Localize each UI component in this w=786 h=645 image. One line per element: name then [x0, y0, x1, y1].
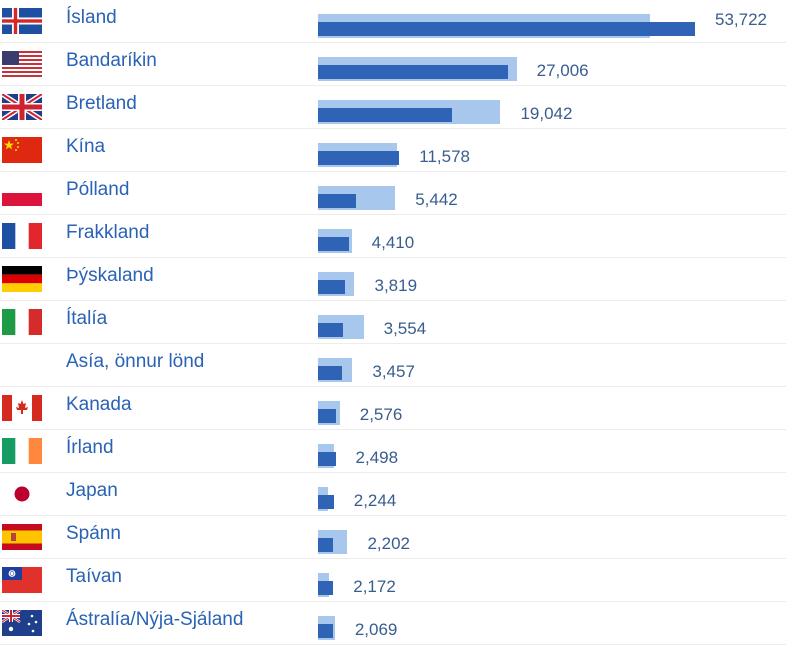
bar-current [318, 280, 345, 294]
bar-row: Þýskaland 3,819 [0, 258, 786, 301]
value-label: 53,722 [715, 10, 768, 29]
japan-flag-icon [2, 481, 42, 507]
category-label: Þýskaland [66, 265, 154, 286]
row-divider [0, 386, 786, 387]
bar-row: Pólland 5,442 [0, 172, 786, 215]
value-label: 2,202 [367, 534, 411, 553]
value-label: 2,244 [353, 491, 397, 510]
row-divider [0, 42, 786, 43]
bar-row: Írland 2,498 [0, 430, 786, 473]
row-divider [0, 601, 786, 602]
bar-row: Asía, önnur lönd 3,457 [0, 344, 786, 387]
italy-flag-icon [2, 309, 42, 335]
usa-flag-icon [2, 51, 42, 77]
canada-flag-icon [2, 395, 42, 421]
france-flag-icon [2, 223, 42, 249]
bar-row: Taívan 2,172 [0, 559, 786, 602]
row-divider [0, 214, 786, 215]
category-label: Ítalía [66, 308, 108, 329]
category-label: Kanada [66, 394, 132, 415]
bar-row: Kanada 2,576 [0, 387, 786, 430]
bar-row: Ástralía/Nýja-Sjáland 2,069 [0, 602, 786, 645]
value-label: 3,819 [374, 276, 418, 295]
bar-current [318, 495, 334, 509]
value-label: 2,069 [354, 620, 398, 639]
category-label: Ísland [66, 7, 117, 28]
row-divider [0, 85, 786, 86]
bar-current [318, 65, 508, 79]
bar-current [318, 452, 336, 466]
bar-current [318, 237, 349, 251]
value-label: 5,442 [415, 190, 458, 209]
bar-current [318, 624, 333, 638]
value-label: 19,042 [520, 104, 573, 123]
category-label: Spánn [66, 523, 121, 544]
germany-flag-icon [2, 266, 42, 292]
row-divider [0, 515, 786, 516]
bar-row: Spánn 2,202 [0, 516, 786, 559]
category-label: Kína [66, 136, 106, 157]
row-divider [0, 429, 786, 430]
bar-row: Bandaríkin 27,006 [0, 43, 786, 86]
bar-current [318, 194, 357, 208]
category-label: Japan [66, 480, 118, 501]
row-divider [0, 128, 786, 129]
category-label: Asía, önnur lönd [66, 351, 205, 372]
value-label: 3,554 [383, 319, 427, 338]
value-label: 27,006 [536, 61, 589, 80]
china-flag-icon [2, 137, 42, 163]
uk-flag-icon [2, 94, 42, 120]
ireland-flag-icon [2, 438, 42, 464]
value-label: 2,172 [353, 577, 396, 596]
category-label: Pólland [66, 179, 130, 200]
category-label: Bretland [66, 93, 137, 114]
row-divider [0, 300, 786, 301]
row-divider [0, 472, 786, 473]
bar-row: Japan 2,244 [0, 473, 786, 516]
value-label: 2,576 [359, 405, 403, 424]
taiwan-flag-icon [2, 567, 42, 593]
value-label: 4,410 [371, 233, 415, 252]
category-label: Írland [66, 437, 114, 458]
bar-row: Bretland 19,042 [0, 86, 786, 129]
value-label: 2,498 [355, 448, 399, 467]
bar-row: Ísland 53,722 [0, 0, 786, 43]
bar-current [318, 323, 343, 337]
bar-current [318, 581, 334, 595]
spain-flag-icon [2, 524, 42, 550]
row-divider [0, 558, 786, 559]
row-divider [0, 343, 786, 344]
bar-current [318, 108, 452, 122]
bar-row: Frakkland 4,410 [0, 215, 786, 258]
category-label: Bandaríkin [66, 50, 157, 71]
category-label: Ástralía/Nýja-Sjáland [66, 609, 244, 630]
row-divider [0, 171, 786, 172]
category-label: Frakkland [66, 222, 150, 243]
value-label: 3,457 [372, 362, 415, 381]
bar-current [318, 22, 696, 36]
poland-flag-icon [2, 180, 42, 206]
bar-current [318, 151, 400, 165]
row-divider [0, 257, 786, 258]
bar-current [318, 538, 334, 552]
bar-current [318, 409, 337, 423]
iceland-flag-icon [2, 8, 42, 34]
bar-row: Ítalía 3,554 [0, 301, 786, 344]
bar-current [318, 366, 343, 380]
bar-row: Kína 11,578 [0, 129, 786, 172]
category-label: Taívan [66, 566, 122, 587]
australia-flag-icon [2, 610, 42, 636]
value-label: 11,578 [419, 147, 470, 166]
